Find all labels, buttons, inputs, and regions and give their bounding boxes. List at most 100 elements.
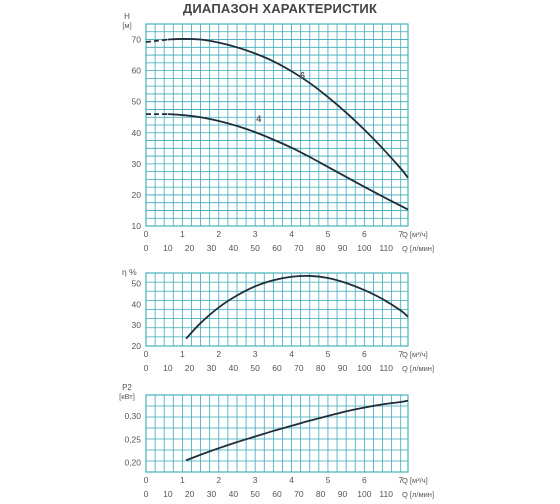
x-bottom-tick-label: 70 xyxy=(294,489,304,499)
x-top-tick-label: 3 xyxy=(253,229,258,239)
y-tick-label: 10 xyxy=(132,221,142,231)
y-tick-label: 40 xyxy=(132,128,142,138)
curve-label: 6 xyxy=(300,70,305,80)
y-tick-label: 30 xyxy=(132,159,142,169)
x-top-tick-label: 3 xyxy=(253,475,258,485)
x-top-tick-label: 1 xyxy=(180,229,185,239)
x-top-tick-label: 1 xyxy=(180,349,185,359)
x-top-tick-label: 0 xyxy=(144,475,149,485)
x-bottom-tick-label: 30 xyxy=(207,489,217,499)
x-top-axis-label: Q [м³/ч] xyxy=(402,350,428,359)
x-bottom-tick-label: 10 xyxy=(163,363,173,373)
y-tick-label: 40 xyxy=(132,299,142,309)
x-bottom-tick-label: 110 xyxy=(379,363,393,373)
x-top-tick-label: 4 xyxy=(289,229,294,239)
x-bottom-tick-label: 100 xyxy=(357,243,371,253)
x-top-tick-label: 1 xyxy=(180,475,185,485)
x-bottom-tick-label: 20 xyxy=(185,363,195,373)
curve-line xyxy=(167,113,409,211)
x-bottom-tick-label: 110 xyxy=(379,489,393,499)
x-bottom-tick-label: 50 xyxy=(250,489,260,499)
x-bottom-tick-label: 50 xyxy=(250,243,260,253)
x-bottom-tick-label: 40 xyxy=(229,243,239,253)
x-top-tick-label: 4 xyxy=(289,475,294,485)
y-axis-unit: [кВт] xyxy=(119,392,135,401)
plot-frame xyxy=(145,272,409,347)
x-top-tick-label: 5 xyxy=(326,229,331,239)
x-bottom-tick-label: 60 xyxy=(272,363,282,373)
y-tick-label: 0,25 xyxy=(124,434,141,444)
x-bottom-tick-label: 30 xyxy=(207,243,217,253)
x-top-tick-label: 7 xyxy=(398,349,403,359)
y-axis-label: η % xyxy=(122,267,137,277)
y-tick-label: 30 xyxy=(132,320,142,330)
y-tick-label: 70 xyxy=(132,35,142,45)
x-bottom-tick-label: 110 xyxy=(379,243,393,253)
x-top-tick-label: 6 xyxy=(362,475,367,485)
x-bottom-tick-label: 80 xyxy=(316,489,326,499)
x-top-tick-label: 2 xyxy=(216,475,221,485)
x-bottom-tick-label: 60 xyxy=(272,489,282,499)
curve-dashed-segment xyxy=(145,38,168,43)
x-top-tick-label: 3 xyxy=(253,349,258,359)
y-axis-unit: [м] xyxy=(122,21,131,30)
x-bottom-tick-label: 70 xyxy=(294,243,304,253)
x-top-tick-label: 5 xyxy=(326,475,331,485)
y-tick-label: 0,20 xyxy=(124,458,141,468)
y-tick-label: 0,30 xyxy=(124,411,141,421)
y-tick-label: 50 xyxy=(132,278,142,288)
x-bottom-tick-label: 10 xyxy=(163,489,173,499)
x-top-tick-label: 6 xyxy=(362,349,367,359)
x-bottom-tick-label: 60 xyxy=(272,243,282,253)
chart-power: 0,20 0,25 0,30 P2[кВт] 0 1 2 3 4 5 6 7Q [м³/ч] 0 10 20… xyxy=(119,383,434,499)
x-bottom-tick-label: 70 xyxy=(294,363,304,373)
x-bottom-tick-label: 20 xyxy=(185,489,195,499)
curve-line xyxy=(167,38,409,179)
y-axis-label: H xyxy=(124,12,130,21)
x-bottom-tick-label: 0 xyxy=(144,489,149,499)
x-bottom-tick-label: 20 xyxy=(185,243,195,253)
page-title: ДИАПАЗОН ХАРАКТЕРИСТИК xyxy=(182,1,378,16)
x-bottom-tick-label: 80 xyxy=(316,363,326,373)
x-bottom-tick-label: 90 xyxy=(338,243,348,253)
x-bottom-tick-label: 0 xyxy=(144,363,149,373)
x-top-tick-label: 5 xyxy=(326,349,331,359)
x-top-tick-label: 4 xyxy=(289,349,294,359)
y-axis-label: P2 xyxy=(122,383,132,392)
y-tick-label: 50 xyxy=(132,97,142,107)
x-bottom-tick-label: 10 xyxy=(163,243,173,253)
x-top-tick-label: 2 xyxy=(216,229,221,239)
x-top-tick-label: 0 xyxy=(144,349,149,359)
x-bottom-tick-label: 0 xyxy=(144,243,149,253)
curve-line xyxy=(185,274,409,340)
x-top-axis-label: Q [м³/ч] xyxy=(402,230,428,239)
x-bottom-tick-label: 100 xyxy=(357,489,371,499)
x-bottom-tick-label: 80 xyxy=(316,243,326,253)
x-bottom-axis-label: Q [л/мин] xyxy=(402,490,434,499)
curve-label: 4 xyxy=(256,114,261,124)
x-bottom-axis-label: Q [л/мин] xyxy=(402,244,434,253)
x-bottom-tick-label: 40 xyxy=(229,489,239,499)
plot-frame xyxy=(145,23,409,227)
curve-line xyxy=(185,399,409,462)
x-top-tick-label: 2 xyxy=(216,349,221,359)
x-bottom-tick-label: 30 xyxy=(207,363,217,373)
y-tick-label: 20 xyxy=(132,341,142,351)
x-top-tick-label: 7 xyxy=(398,229,403,239)
y-tick-label: 60 xyxy=(132,66,142,76)
x-bottom-tick-label: 90 xyxy=(338,363,348,373)
x-bottom-tick-label: 40 xyxy=(229,363,239,373)
x-bottom-tick-label: 100 xyxy=(357,363,371,373)
x-bottom-axis-label: Q [л/мин] xyxy=(402,364,434,373)
y-tick-label: 20 xyxy=(132,190,142,200)
x-bottom-tick-label: 90 xyxy=(338,489,348,499)
x-top-tick-label: 6 xyxy=(362,229,367,239)
plot-frame xyxy=(145,394,409,473)
x-top-axis-label: Q [м³/ч] xyxy=(402,476,428,485)
x-top-tick-label: 0 xyxy=(144,229,149,239)
x-bottom-tick-label: 50 xyxy=(250,363,260,373)
